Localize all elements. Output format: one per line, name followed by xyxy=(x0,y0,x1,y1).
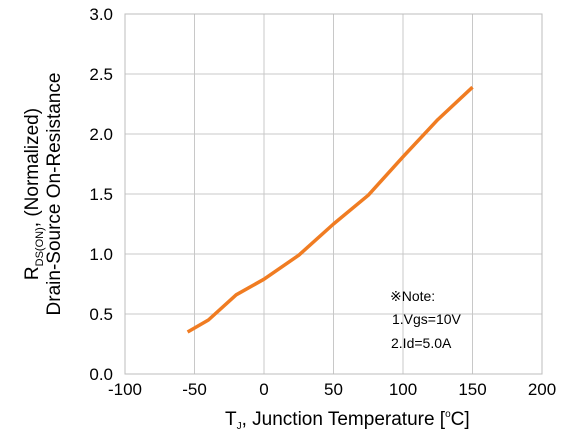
y-tick-label: 3.0 xyxy=(89,5,113,24)
x-axis-symbol: T xyxy=(225,409,237,430)
x-axis-unit: C] xyxy=(451,409,470,430)
y-axis-title-line2: Drain-Source On-Resistance xyxy=(44,73,65,316)
x-tick-label: -100 xyxy=(108,380,142,399)
x-axis-text: , Junction Temperature [ xyxy=(242,409,446,430)
x-axis-unit-sup: o xyxy=(445,409,451,420)
y-axis-line1-text: , (Normalized) xyxy=(22,108,43,227)
y-tick-label: 1.5 xyxy=(89,185,113,204)
x-tick-labels: -100 -50 0 50 100 150 200 xyxy=(108,380,556,399)
note-title: ※Note: xyxy=(390,288,435,304)
note-annotation: ※Note: 1.Vgs=10V 2.Id=5.0A xyxy=(390,288,462,351)
plot-frame xyxy=(124,13,543,375)
x-tick-label: 100 xyxy=(389,380,417,399)
y-tick-label: 0.0 xyxy=(89,365,113,384)
x-tick-label: 50 xyxy=(324,380,343,399)
note-line-1: 1.Vgs=10V xyxy=(392,311,462,327)
y-tick-label: 1.0 xyxy=(89,245,113,264)
x-axis-subscript: J xyxy=(237,421,242,432)
y-axis-subscript: DS(ON) xyxy=(34,227,46,266)
note-line-2: 2.Id=5.0A xyxy=(391,335,452,351)
y-tick-label: 2.5 xyxy=(89,65,113,84)
x-tick-label: 0 xyxy=(259,380,268,399)
y-tick-label: 2.0 xyxy=(89,125,113,144)
series-line-0 xyxy=(186,85,474,334)
x-tick-label: 150 xyxy=(458,380,486,399)
series-layer xyxy=(186,85,474,334)
y-tick-labels: 0.0 0.5 1.0 1.5 2.0 2.5 3.0 xyxy=(89,5,113,384)
x-axis-title: TJ, Junction Temperature [oC] xyxy=(225,409,470,432)
x-tick-label: -50 xyxy=(182,380,207,399)
y-axis-title-line1: RDS(ON), (Normalized) xyxy=(22,108,46,280)
x-tick-label: 200 xyxy=(528,380,556,399)
y-tick-label: 0.5 xyxy=(89,305,113,324)
y-axis-symbol: R xyxy=(22,266,43,280)
